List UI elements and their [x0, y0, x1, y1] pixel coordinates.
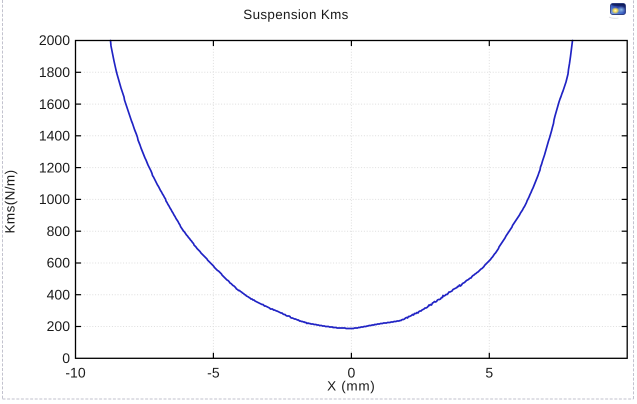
svg-text:1200: 1200 — [39, 159, 70, 175]
svg-text:0: 0 — [348, 364, 356, 380]
svg-text:1000: 1000 — [39, 191, 70, 207]
svg-text:Suspension Kms: Suspension Kms — [243, 7, 348, 22]
svg-text:-10: -10 — [65, 364, 85, 380]
svg-text:800: 800 — [47, 223, 71, 239]
svg-text:-5: -5 — [207, 364, 220, 380]
svg-text:0: 0 — [62, 350, 70, 366]
svg-text:1800: 1800 — [39, 64, 70, 80]
svg-text:400: 400 — [47, 286, 71, 302]
svg-text:600: 600 — [47, 255, 71, 271]
svg-text:1400: 1400 — [39, 128, 70, 144]
svg-text:2000: 2000 — [39, 32, 70, 48]
svg-text:200: 200 — [47, 318, 71, 334]
svg-text:Kms(N/m): Kms(N/m) — [3, 170, 18, 234]
svg-text:5: 5 — [485, 364, 493, 380]
svg-text:1600: 1600 — [39, 96, 70, 112]
svg-text:X (mm): X (mm) — [327, 379, 375, 394]
